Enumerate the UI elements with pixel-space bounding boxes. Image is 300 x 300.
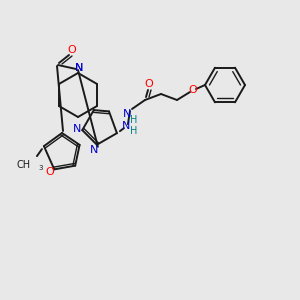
Text: O: O [45,167,54,177]
Text: O: O [145,79,153,89]
Text: H: H [130,115,138,125]
Text: N: N [75,63,83,73]
Text: N: N [75,63,83,73]
Text: CH: CH [17,160,31,170]
Text: H: H [130,126,138,136]
Text: N: N [90,145,98,155]
Text: 3: 3 [38,165,42,171]
Text: N: N [122,121,130,131]
Text: O: O [68,45,76,55]
Text: N: N [73,124,82,134]
Text: O: O [189,85,197,95]
Text: N: N [123,109,131,119]
